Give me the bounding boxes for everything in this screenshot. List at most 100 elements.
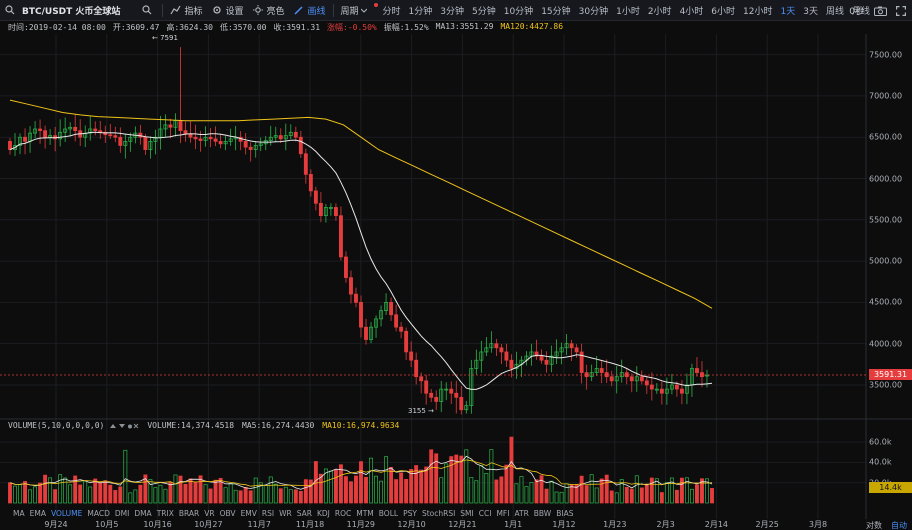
candle-body (429, 392, 434, 398)
period-13[interactable]: 3天 (803, 6, 818, 17)
indicators-button[interactable]: 指标 (165, 0, 207, 21)
volume-bar (268, 476, 273, 504)
time-axis: 9月24 10月5 10月16 10月27 11月7 11月18 11月29 12月10 12月… (0, 519, 912, 530)
indicator-dma[interactable]: DMA (134, 509, 152, 518)
search-button[interactable] (137, 0, 160, 21)
time-tick: 11月18 (295, 520, 325, 529)
indicator-obv[interactable]: OBV (219, 509, 236, 518)
period-dropdown[interactable]: 周期 (336, 0, 379, 21)
symbol-selector[interactable]: BTC/USDT 火币全球站 (0, 0, 125, 21)
volume-bar (594, 487, 599, 504)
period-2[interactable]: 3分钟 (440, 6, 464, 17)
indicator-bbw[interactable]: BBW (533, 509, 552, 518)
volume-bar (223, 487, 228, 504)
volume-bar (664, 482, 669, 504)
indicator-mtm[interactable]: MTM (356, 509, 374, 518)
price-tick: 3500.00 (869, 380, 903, 390)
period-9[interactable]: 4小时 (679, 6, 704, 17)
volume-bar (98, 482, 103, 504)
candle-body (298, 136, 303, 155)
candle-body (18, 136, 22, 146)
volume-bar (369, 457, 373, 504)
indicator-kdj[interactable]: KDJ (316, 509, 330, 518)
volume-bar (38, 482, 43, 504)
indicator-cci[interactable]: CCI (478, 509, 492, 518)
indicator-rsi[interactable]: RSI (261, 509, 275, 518)
period-8[interactable]: 2小时 (647, 6, 672, 17)
indicator-mfi[interactable]: MFI (496, 509, 510, 518)
log-scale-button[interactable]: 对数 (866, 521, 882, 530)
period-1[interactable]: 1分钟 (408, 6, 433, 17)
indicator-smi[interactable]: SMI (460, 509, 474, 518)
draw-button[interactable]: 画线 (289, 0, 330, 21)
period-15[interactable]: 月线 (851, 6, 870, 17)
indicator-vr[interactable]: VR (204, 509, 215, 518)
indicator-trix[interactable]: TRIX (156, 509, 174, 518)
indicator-atr[interactable]: ATR (514, 509, 529, 518)
candle-body (695, 368, 699, 373)
candle-body (629, 376, 634, 382)
info-low: 低:3570.00 (219, 23, 267, 32)
period-11[interactable]: 12小时 (743, 6, 773, 17)
indicator-macd[interactable]: MACD (87, 509, 110, 518)
candle-body (499, 347, 504, 353)
candle-body (163, 124, 168, 130)
volume-bar (128, 492, 133, 504)
volume-tick: 40.0k (869, 457, 892, 467)
volume-pane-controls[interactable] (109, 422, 139, 431)
volume-bar (143, 474, 148, 504)
candle-body (634, 376, 639, 382)
candle-body (599, 368, 604, 373)
volume-value: VOLUME:14,374.4518 (147, 421, 235, 430)
candle-body (509, 359, 514, 369)
candle-body (293, 131, 298, 138)
volume-bar (198, 475, 203, 504)
indicator-roc[interactable]: ROC (334, 509, 352, 518)
candle-body (649, 384, 654, 390)
theme-button[interactable]: 亮色 (248, 0, 289, 21)
time-tick: 9月24 (44, 520, 68, 529)
indicator-volume[interactable]: VOLUME (50, 509, 83, 518)
period-3[interactable]: 5分钟 (472, 6, 496, 17)
indicator-sar[interactable]: SAR (296, 509, 312, 518)
volume-ma5-line (9, 455, 713, 490)
period-14[interactable]: 周线 (825, 6, 844, 17)
indicator-boll[interactable]: BOLL (378, 509, 399, 518)
period-6[interactable]: 30分钟 (578, 6, 609, 17)
volume-bar (193, 481, 198, 504)
settings-button[interactable]: 设置 (207, 0, 248, 21)
period-12[interactable]: 1天 (780, 6, 796, 17)
indicator-emv[interactable]: EMV (240, 509, 257, 518)
indicator-bias[interactable]: BIAS (556, 509, 574, 518)
period-5[interactable]: 15分钟 (541, 6, 571, 17)
indicator-wr[interactable]: WR (279, 509, 292, 518)
period-7[interactable]: 1小时 (616, 6, 640, 17)
camera-icon[interactable] (874, 6, 887, 16)
period-4[interactable]: 10分钟 (503, 6, 534, 17)
volume-bar (43, 474, 48, 504)
volume-bar (183, 483, 188, 504)
indicator-ma[interactable]: MA (13, 509, 25, 518)
indicator-dmi[interactable]: DMI (114, 509, 130, 518)
indicator-brar[interactable]: BRAR (178, 509, 200, 518)
auto-scale-button[interactable]: 自动 (891, 521, 907, 530)
indicator-ema[interactable]: EMA (29, 509, 46, 518)
volume-bar (654, 478, 659, 504)
toolbar-right: 0秒 (849, 0, 912, 21)
indicator-psy[interactable]: PSY (403, 509, 417, 518)
volume-bar (649, 477, 654, 504)
volume-bar (549, 480, 554, 504)
indicator-stochrsi[interactable]: StochRSI (421, 509, 456, 518)
period-0[interactable]: 分时 (382, 6, 401, 17)
volume-bar (439, 477, 444, 504)
volume-bar (589, 474, 594, 504)
volume-bar (293, 489, 298, 504)
volume-bar (544, 488, 549, 504)
period-10[interactable]: 6小时 (711, 6, 736, 17)
close-icon (133, 423, 139, 429)
fullscreen-icon[interactable] (896, 5, 906, 16)
info-close: 收:3591.31 (273, 23, 321, 32)
candle-body (469, 368, 474, 406)
